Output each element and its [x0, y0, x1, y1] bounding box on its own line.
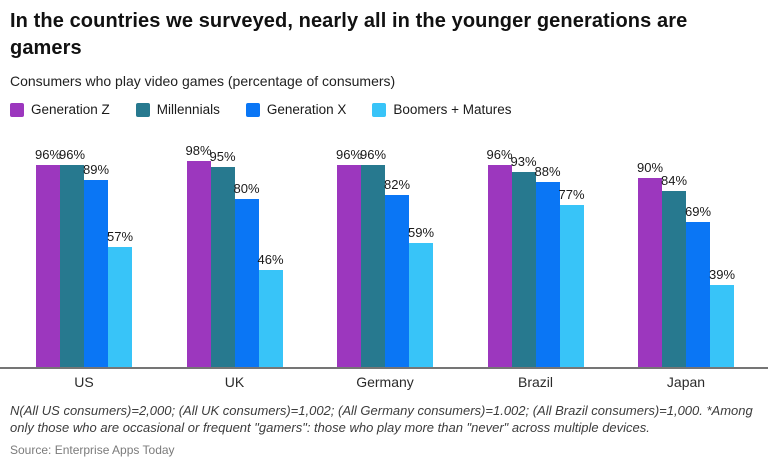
- bar: [662, 191, 686, 367]
- bar-value-label: 46%: [257, 252, 284, 267]
- barwrap: 93%: [510, 154, 537, 367]
- bar: [36, 165, 60, 367]
- bar-value-label: 89%: [82, 162, 110, 177]
- barwrap: 46%: [257, 252, 284, 367]
- legend-item: Generation Z: [10, 102, 110, 117]
- x-axis-labels: US UK Germany Brazil Japan: [0, 374, 768, 390]
- bar-group-uk: 98% 95% 80% 46%: [185, 143, 284, 367]
- barwrap: 82%: [383, 177, 411, 367]
- x-axis-line: [0, 367, 768, 369]
- plot-area: 96% 96% 89% 57% 98% 95% 80% 46% 96% 96% 82% 59% 96% 9…: [0, 121, 768, 367]
- bar-value-label: 57%: [106, 229, 134, 244]
- bar-value-label: 80%: [233, 181, 260, 196]
- bar: [337, 165, 361, 367]
- legend-item: Generation X: [245, 102, 347, 117]
- barwrap: 98%: [185, 143, 212, 367]
- bar: [638, 178, 662, 367]
- barwrap: 90%: [636, 160, 664, 367]
- bar-value-label: 96%: [335, 147, 363, 162]
- bar-value-label: 82%: [383, 177, 411, 192]
- barwrap: 77%: [558, 187, 585, 367]
- bar-value-label: 39%: [708, 267, 736, 282]
- x-axis-label: Brazil: [517, 374, 553, 390]
- bar-value-label: 96%: [58, 147, 86, 162]
- chart-title-line-2: gamers: [10, 37, 82, 59]
- bar: [84, 180, 108, 367]
- legend-swatch-icon: [245, 102, 260, 117]
- bar-value-label: 96%: [359, 147, 387, 162]
- bar: [108, 247, 132, 367]
- chart-title: In the countries we surveyed, nearly all…: [10, 8, 756, 62]
- bar-group-us: 96% 96% 89% 57%: [34, 147, 134, 367]
- x-axis-label: Japan: [666, 374, 706, 390]
- bar-value-label: 59%: [407, 225, 435, 240]
- bar: [511, 172, 536, 367]
- footnote: N(All US consumers)=2,000; (All UK consu…: [10, 403, 753, 435]
- bar: [234, 199, 259, 367]
- legend-item: Millennials: [135, 102, 220, 117]
- legend-swatch-icon: [135, 102, 150, 117]
- source-attribution: Source: Enterprise Apps Today: [10, 443, 175, 457]
- header: In the countries we surveyed, nearly all…: [0, 0, 768, 89]
- footer: N(All US consumers)=2,000; (All UK consu…: [0, 390, 768, 457]
- barwrap: 96%: [359, 147, 387, 367]
- bar-value-label: 98%: [185, 143, 212, 158]
- chart-subtitle: Consumers who play video games (percenta…: [10, 73, 396, 89]
- bar-value-label: 93%: [510, 154, 537, 169]
- barwrap: 57%: [106, 229, 134, 367]
- x-axis-label: US: [74, 374, 94, 390]
- x-axis-label: UK: [224, 374, 245, 390]
- legend-swatch-icon: [372, 102, 387, 117]
- barwrap: 80%: [233, 181, 260, 367]
- bar-value-label: 90%: [636, 160, 664, 175]
- bar-value-label: 96%: [34, 147, 62, 162]
- legend-item: Boomers + Matures: [372, 102, 512, 117]
- legend-label: Millennials: [156, 102, 220, 117]
- bar: [385, 195, 409, 367]
- barwrap: 95%: [209, 149, 236, 367]
- bar: [258, 270, 283, 367]
- bar: [409, 243, 433, 367]
- legend: Generation Z Millennials Generation X Boome…: [10, 102, 768, 117]
- barwrap: 84%: [660, 173, 688, 367]
- bar-value-label: 69%: [684, 204, 712, 219]
- bar-value-label: 95%: [209, 149, 236, 164]
- legend-label: Generation Z: [31, 102, 110, 117]
- bar-value-label: 84%: [660, 173, 688, 188]
- legend-label: Generation X: [266, 102, 347, 117]
- bar: [535, 182, 560, 367]
- bar-group-germany: 96% 96% 82% 59%: [335, 147, 435, 367]
- bar: [186, 161, 211, 367]
- bar-group-brazil: 96% 93% 88% 77%: [486, 147, 585, 367]
- bar: [361, 165, 385, 367]
- bar-chart: 96% 96% 89% 57% 98% 95% 80% 46% 96% 96% 82% 59% 96% 9…: [0, 121, 768, 390]
- bar-value-label: 88%: [534, 164, 561, 179]
- barwrap: 96%: [335, 147, 363, 367]
- bar: [487, 165, 512, 367]
- bar: [60, 165, 84, 367]
- barwrap: 89%: [82, 162, 110, 367]
- bar: [210, 167, 235, 367]
- bar: [559, 205, 584, 367]
- bar: [710, 285, 734, 367]
- bar: [686, 222, 710, 367]
- bar-value-label: 77%: [558, 187, 585, 202]
- barwrap: 59%: [407, 225, 435, 367]
- barwrap: 96%: [58, 147, 86, 367]
- barwrap: 96%: [34, 147, 62, 367]
- x-axis-label: Germany: [356, 374, 414, 390]
- chart-title-line-1: In the countries we surveyed, nearly all…: [10, 10, 688, 32]
- barwrap: 39%: [708, 267, 736, 367]
- bar-group-japan: 90% 84% 69% 39%: [636, 160, 736, 367]
- barwrap: 96%: [486, 147, 513, 367]
- bar-value-label: 96%: [486, 147, 513, 162]
- barwrap: 88%: [534, 164, 561, 367]
- legend-swatch-icon: [10, 102, 24, 117]
- barwrap: 69%: [684, 204, 712, 367]
- legend-label: Boomers + Matures: [393, 102, 512, 117]
